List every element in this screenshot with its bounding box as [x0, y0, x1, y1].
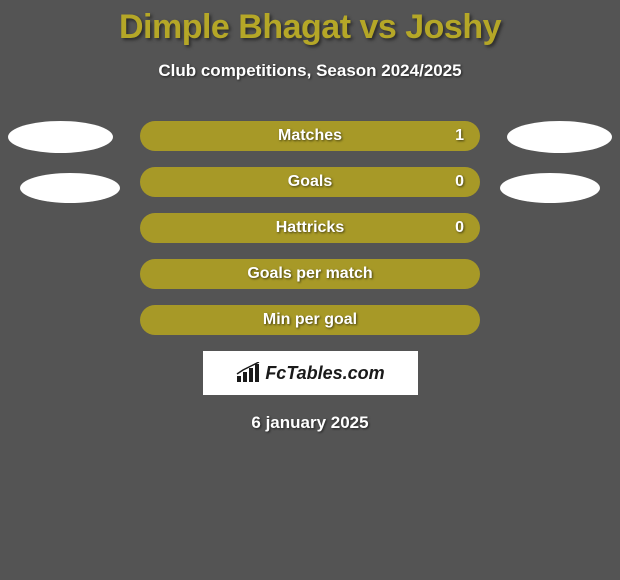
stat-bar-goals-per-match: Goals per match: [140, 259, 480, 289]
stat-label: Matches: [278, 127, 342, 145]
stat-label: Hattricks: [276, 219, 344, 237]
stat-label: Min per goal: [263, 311, 357, 329]
player-avatar-placeholder-right-1: [507, 121, 612, 153]
subtitle: Club competitions, Season 2024/2025: [0, 61, 620, 81]
date-text: 6 january 2025: [0, 413, 620, 433]
stat-value: 0: [455, 173, 464, 191]
stat-value: 1: [455, 127, 464, 145]
stats-area: Matches 1 Goals 0 Hattricks 0 Goals per …: [0, 121, 620, 433]
stat-bar-hattricks: Hattricks 0: [140, 213, 480, 243]
player-avatar-placeholder-left-2: [20, 173, 120, 203]
logo-box: FcTables.com: [203, 351, 418, 395]
logo-text: FcTables.com: [265, 363, 384, 384]
stat-bar-min-per-goal: Min per goal: [140, 305, 480, 335]
player-avatar-placeholder-left-1: [8, 121, 113, 153]
chart-icon: [235, 362, 261, 384]
stat-label: Goals per match: [247, 265, 372, 283]
stat-bar-goals: Goals 0: [140, 167, 480, 197]
stat-label: Goals: [288, 173, 332, 191]
page-title: Dimple Bhagat vs Joshy: [0, 8, 620, 47]
stat-bar-matches: Matches 1: [140, 121, 480, 151]
stat-value: 0: [455, 219, 464, 237]
main-container: Dimple Bhagat vs Joshy Club competitions…: [0, 0, 620, 433]
player-avatar-placeholder-right-2: [500, 173, 600, 203]
logo-content: FcTables.com: [235, 362, 384, 384]
